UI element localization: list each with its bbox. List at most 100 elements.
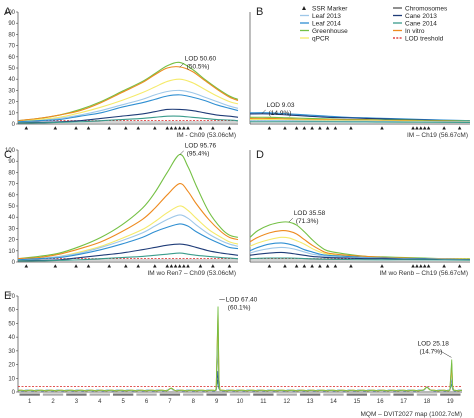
chromosome-bar [66, 393, 87, 396]
ssr-marker-D [294, 264, 299, 268]
ssr-marker-A [169, 126, 174, 130]
annotation-lod-C: LOD 95.76 [185, 143, 217, 150]
chromosome-label: 16 [377, 399, 384, 405]
chromosome-bar [159, 393, 181, 396]
ssr-marker-C [107, 264, 112, 268]
annotation-pointer-D [288, 217, 293, 223]
series-line-cane2014-C [17, 252, 239, 262]
series-line-leaf2013-C [17, 214, 239, 261]
series-line-greenhouse-E [17, 306, 463, 392]
ssr-marker-D [457, 264, 462, 268]
x-axis-label-A: IM - Ch09 (53.06cM) [176, 132, 236, 139]
series-line-qpcr-E [17, 320, 463, 392]
series-line-invitro-A [17, 66, 239, 122]
series-line-invitro-C [17, 183, 239, 260]
ssr-marker-B [310, 126, 314, 130]
y-tick-label-A: 100 [5, 10, 16, 16]
ssr-marker-C [173, 264, 178, 268]
chromosome-bar [416, 393, 438, 396]
ssr-marker-A [198, 126, 203, 130]
series-line-cane2013-C [17, 243, 239, 262]
ssr-marker-A [186, 126, 190, 130]
annotation-pve-A: (50.5%) [187, 63, 210, 70]
legend-label-invitro: In vitro [405, 28, 425, 35]
chromosome-bar [440, 393, 461, 396]
series-line-qpcr-A [17, 78, 239, 123]
ssr-marker-B [415, 126, 419, 130]
chromosome-label: 5 [121, 399, 125, 405]
y-tick-label-A: 50 [8, 66, 15, 72]
x-axis-label-B: IM – Ch19 (56.67cM) [407, 132, 468, 139]
ssr-marker-D [380, 264, 384, 268]
annotation-lod-B: LOD 9.03 [267, 102, 295, 109]
series-line-leaf2013-B [249, 120, 471, 123]
y-tick-label-E: 70 [8, 294, 15, 300]
chromosome-label: 1 [28, 399, 32, 405]
chromosome-label: 18 [424, 399, 431, 405]
annotation-pve-D: (71.3%) [296, 218, 319, 225]
annotation-lod-E-2: LOD 25.18 [417, 340, 449, 347]
ssr-marker-A [227, 126, 232, 130]
annotation-pve-B: (14.9%) [269, 110, 292, 117]
chromosome-label: 17 [400, 399, 407, 405]
panel-label-B: B [256, 6, 263, 18]
series-line-leaf2014-D [249, 242, 471, 261]
ssr-marker-B [442, 126, 446, 130]
annotation-pointer-B [261, 109, 266, 115]
chromosome-bar [206, 393, 227, 396]
legend-label-leaf2013: Leaf 2013 [312, 13, 341, 20]
chromosome-bar [42, 393, 64, 396]
y-tick-label-A: 40 [8, 77, 15, 83]
ssr-marker-B [267, 126, 272, 130]
annotation-pointer-A [179, 63, 184, 68]
x-axis-label-C: IM wo Ren7 – Ch09 (53.06cM) [147, 270, 236, 277]
chromosome-bar [370, 393, 391, 396]
y-tick-label-C: 10 [8, 249, 15, 255]
series-line-cane2014-E [17, 379, 463, 392]
chromosome-label: 10 [237, 399, 244, 405]
y-tick-label-C: 90 [8, 159, 15, 165]
ssr-marker-D [283, 264, 287, 268]
y-tick-label-C: 50 [8, 204, 15, 210]
ssr-marker-B [333, 126, 338, 130]
ssr-marker-C [198, 264, 203, 268]
ssr-marker-D [310, 264, 314, 268]
ssr-marker-C [136, 264, 141, 268]
panel-label-A: A [4, 6, 12, 18]
y-tick-label-E: 40 [8, 335, 15, 341]
x-axis-label-E: MQM – DVIT2027 map (1002.7cM) [360, 411, 462, 418]
annotation-pve-C: (95.4%) [187, 151, 210, 158]
series-line-greenhouse-D [249, 221, 471, 260]
chromosome-bar [19, 393, 40, 396]
ssr-marker-B [318, 126, 322, 130]
y-tick-label-C: 20 [8, 238, 15, 244]
annotation-pointer-E-2 [439, 350, 452, 358]
ssr-marker-B [325, 126, 330, 130]
y-tick-label-C: 0 [12, 260, 16, 266]
ssr-marker-D [419, 264, 423, 268]
ssr-marker-B [294, 126, 299, 130]
annotation-lod-D: LOD 35.58 [294, 210, 326, 217]
chromosome-label: 7 [168, 399, 172, 405]
y-tick-label-E: 50 [8, 321, 15, 327]
ssr-marker-C [182, 264, 186, 268]
y-tick-label-C: 60 [8, 193, 15, 199]
series-line-invitro-D [249, 229, 471, 260]
legend-label-leaf2014: Leaf 2014 [312, 21, 341, 28]
ssr-marker-A [24, 126, 29, 130]
chromosome-label: 6 [145, 399, 149, 405]
ssr-marker-D [349, 264, 353, 268]
chromosome-bar [346, 393, 368, 396]
ssr-marker-A [74, 126, 78, 130]
panel-label-C: C [4, 149, 12, 161]
chromosome-bar [253, 393, 274, 396]
ssr-marker-A [124, 126, 128, 130]
ssr-marker-A [53, 126, 58, 130]
annotation-pve-E-2: (14.7%) [419, 348, 442, 355]
series-line-leaf2013-E [17, 343, 463, 392]
ssr-marker-A [136, 126, 141, 130]
chromosome-label: 9 [215, 399, 219, 405]
annotation-lod-E-1: LOD 67.40 [226, 297, 258, 304]
series-line-leaf2014-C [17, 223, 239, 261]
chromosome-label: 3 [75, 399, 79, 405]
